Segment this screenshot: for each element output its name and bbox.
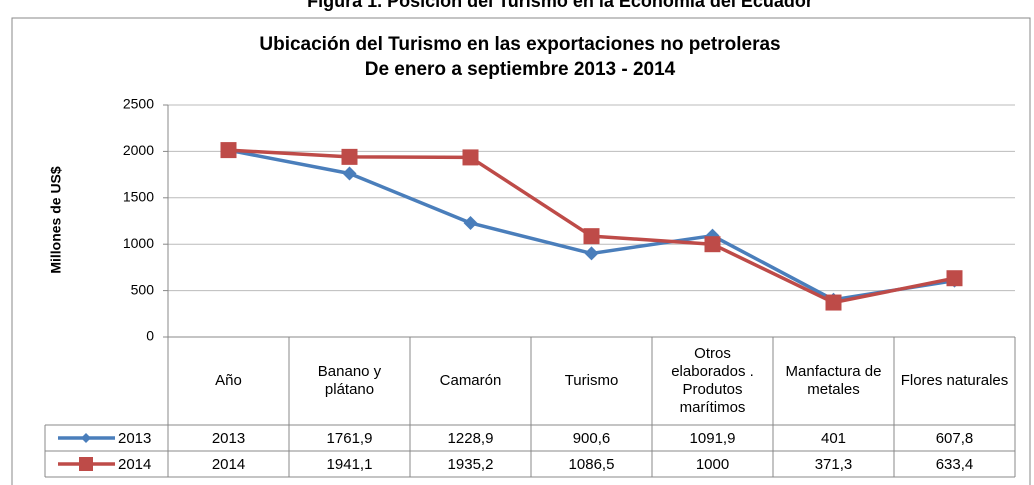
marker <box>462 149 479 166</box>
x-tick-label: Turismo <box>564 372 619 389</box>
chart-subtitle: De enero a septiembre 2013 - 2014 <box>365 59 676 80</box>
category-cell: Otros elaborados . Produtos marítimos <box>671 345 754 416</box>
y-tick-label: 1000 <box>123 235 154 251</box>
marker <box>946 270 963 287</box>
legend-label: 2014 <box>118 456 151 473</box>
category-cell: Flores naturales <box>900 372 1009 389</box>
table-value: 1228,9 <box>448 430 494 447</box>
table-value: 1935,2 <box>448 456 494 473</box>
table-value: 1941,1 <box>327 456 373 473</box>
table-value: 1091,9 <box>690 430 736 447</box>
table-value: 371,3 <box>815 456 853 473</box>
marker <box>341 148 358 165</box>
table-value: 401 <box>821 430 846 447</box>
marker <box>583 228 600 245</box>
legend-marker <box>79 457 93 471</box>
x-tick-label: Año <box>215 372 242 389</box>
x-tick-label: Banano y plátano <box>317 363 382 398</box>
y-tick-label: 0 <box>146 328 154 344</box>
y-tick-label: 500 <box>131 281 155 297</box>
x-tick-label: Otros elaborados . Produtos marítimos <box>671 345 754 416</box>
y-tick-label: 1500 <box>123 189 154 205</box>
category-cell: Banano y plátano <box>317 363 382 398</box>
legend-label: 2013 <box>118 430 151 447</box>
chart-title: Ubicación del Turismo en las exportacion… <box>259 34 780 55</box>
category-cell: Año <box>215 372 242 389</box>
legend-marker <box>81 433 91 443</box>
figure-caption: Figura 1. Posición del Turismo en la Eco… <box>307 0 813 11</box>
marker <box>220 142 237 159</box>
y-axis-label: Millones de US$ <box>48 166 64 274</box>
category-cell: Camarón <box>439 372 502 389</box>
table-value: 2014 <box>212 456 245 473</box>
y-tick-label: 2000 <box>123 142 154 158</box>
x-tick-label: Flores naturales <box>900 372 1009 389</box>
table-value: 633,4 <box>936 456 974 473</box>
table-value: 1086,5 <box>569 456 615 473</box>
category-cell: Manfactura de metales <box>785 363 882 398</box>
table-value: 607,8 <box>936 430 974 447</box>
table-value: 1761,9 <box>327 430 373 447</box>
x-tick-label: Camarón <box>439 372 502 389</box>
marker <box>584 246 599 261</box>
chart-frame <box>11 17 1031 485</box>
marker <box>463 215 478 230</box>
marker <box>704 236 721 253</box>
category-cell: Turismo <box>564 372 619 389</box>
y-tick-label: 2500 <box>123 96 154 112</box>
marker <box>825 294 842 311</box>
table-value: 1000 <box>696 456 729 473</box>
table-value: 900,6 <box>573 430 611 447</box>
marker <box>342 166 357 181</box>
table-value: 2013 <box>212 430 245 447</box>
x-tick-label: Manfactura de metales <box>785 363 882 398</box>
